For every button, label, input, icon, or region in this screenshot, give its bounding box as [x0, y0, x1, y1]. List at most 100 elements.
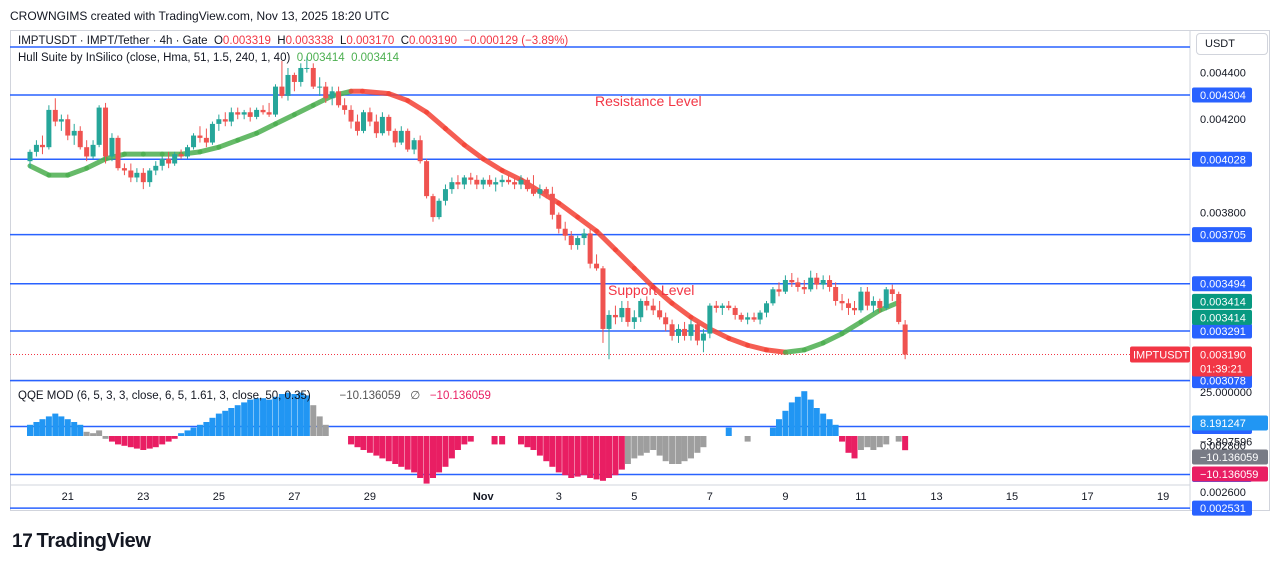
qqe-bar — [266, 399, 273, 436]
candle-body — [84, 147, 90, 157]
candle-body — [487, 179, 493, 185]
legend-high-value: 0.003338 — [285, 35, 334, 47]
qqe-bar — [467, 436, 474, 442]
y-tick-label: 0.004400 — [1200, 68, 1246, 80]
candle-body — [631, 317, 637, 322]
candle-body — [468, 177, 474, 180]
qqe-y-tick-label: 25.000000 — [1200, 387, 1252, 399]
candle-body — [719, 305, 725, 308]
qqe-bar — [385, 436, 392, 462]
candle-body — [134, 172, 140, 178]
qqe-bar — [581, 436, 588, 476]
candle-body — [512, 182, 518, 185]
candle-body — [820, 280, 826, 285]
candle-body — [115, 137, 121, 169]
candle-body — [568, 235, 574, 246]
qqe-bar — [549, 436, 556, 467]
x-tick-label: 17 — [1081, 491, 1093, 503]
hull-legend-value-1: 0.003414 — [296, 52, 345, 64]
candle-body — [323, 86, 329, 99]
qqe-bar — [316, 416, 323, 436]
qqe-bar — [398, 436, 405, 467]
qqe-bar — [562, 436, 569, 476]
candle-body — [877, 300, 883, 308]
support-label: Support Level — [608, 282, 694, 298]
qqe-bar — [297, 392, 304, 436]
candle-body — [77, 130, 83, 148]
x-tick-label: 5 — [631, 491, 637, 503]
candle-body — [273, 86, 279, 115]
hull-segment — [461, 142, 486, 162]
qqe-bar — [222, 410, 229, 436]
x-tick-label: 9 — [782, 491, 788, 503]
qqe-bar — [348, 436, 355, 445]
candle-body — [436, 200, 442, 218]
candle-body — [228, 112, 234, 122]
candle-body — [663, 317, 669, 325]
qqe-bar — [322, 424, 329, 436]
hull-segment — [631, 265, 656, 290]
candle-body — [751, 317, 757, 320]
qqe-bar — [247, 399, 254, 436]
qqe-bar — [794, 396, 801, 436]
candle-body — [776, 289, 782, 292]
candle-body — [575, 238, 581, 246]
hull-segment — [480, 156, 505, 173]
last-price-badge-bg — [1192, 346, 1252, 377]
qqe-bar — [769, 427, 776, 436]
candle-body — [883, 289, 889, 308]
x-tick-label: 19 — [1157, 491, 1169, 503]
candle-body — [745, 317, 751, 320]
candle-body — [682, 328, 688, 336]
qqe-bar — [90, 433, 97, 436]
candle-body — [140, 172, 146, 183]
candle-body — [889, 289, 895, 294]
qqe-badge-bg — [1192, 466, 1268, 482]
hull-segment — [726, 335, 751, 348]
hull-segment — [782, 347, 807, 355]
y-tick-label: 0.003800 — [1200, 207, 1246, 219]
candle-body — [197, 135, 203, 138]
qqe-bar — [700, 436, 707, 448]
qqe-bar — [140, 436, 147, 450]
qqe-bar — [807, 399, 814, 436]
legend-symbol[interactable]: IMPTUSDT · IMPT/Tether · 4h · Gate — [18, 35, 208, 47]
candle-body — [524, 179, 530, 190]
currency-selector[interactable]: USDT — [1196, 33, 1268, 55]
candle-body — [172, 154, 178, 164]
candle-body — [795, 282, 801, 287]
hull-segment — [273, 112, 297, 127]
tradingview-logo[interactable]: 17 TradingView — [12, 530, 151, 553]
candle-body — [430, 196, 436, 218]
qqe-bar — [574, 436, 581, 477]
candle-body — [612, 314, 618, 318]
hull-segment — [575, 214, 600, 234]
qqe-bar — [121, 436, 128, 446]
candle-body — [625, 307, 631, 322]
qqe-bar — [423, 436, 430, 484]
candle-body — [518, 179, 524, 185]
hull-segment — [291, 102, 316, 118]
hull-legend-name[interactable]: Hull Suite by InSilico (close, Hma, 51, … — [18, 52, 291, 64]
candle-body — [858, 291, 864, 311]
legend-close-value: 0.003190 — [409, 35, 457, 47]
candle-body — [405, 130, 411, 150]
qqe-bar — [857, 436, 864, 450]
candle-body — [543, 189, 549, 194]
qqe-bar — [839, 436, 846, 442]
qqe-bar — [115, 436, 122, 445]
candle-body — [845, 303, 851, 308]
candle-body — [121, 168, 127, 171]
qqe-bar — [530, 436, 537, 450]
candle-body — [549, 193, 555, 215]
qqe-bar — [744, 436, 751, 442]
candle-body — [46, 109, 52, 148]
level-badge: 0.004028 — [1200, 154, 1246, 166]
x-tick-label: 7 — [707, 491, 713, 503]
candle-body — [461, 177, 467, 185]
qqe-legend-name[interactable]: QQE MOD (6, 5, 3, 3, close, 6, 5, 1.61, … — [18, 390, 311, 402]
qqe-bar — [77, 424, 84, 436]
candle-body — [493, 182, 499, 185]
hull-segment — [424, 109, 448, 132]
